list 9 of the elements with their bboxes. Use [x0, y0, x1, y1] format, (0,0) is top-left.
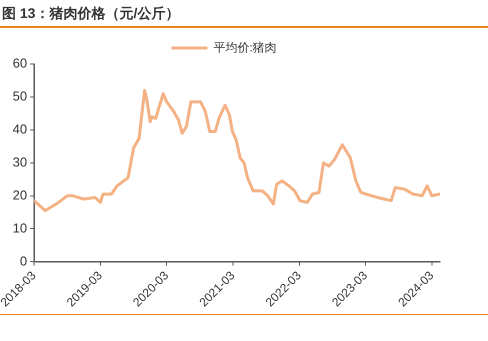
y-tick-label: 30 — [12, 154, 28, 170]
y-tick-label: 0 — [20, 253, 28, 268]
chart-title: 图 13：猪肉价格（元/公斤） — [0, 0, 488, 28]
y-tick-label: 50 — [12, 88, 28, 104]
y-tick-label: 20 — [12, 187, 28, 202]
legend-label: 平均价:猪肉 — [213, 40, 277, 54]
y-tick-label: 40 — [12, 121, 28, 136]
y-tick-label: 60 — [12, 56, 28, 71]
y-tick-label: 10 — [12, 220, 28, 236]
